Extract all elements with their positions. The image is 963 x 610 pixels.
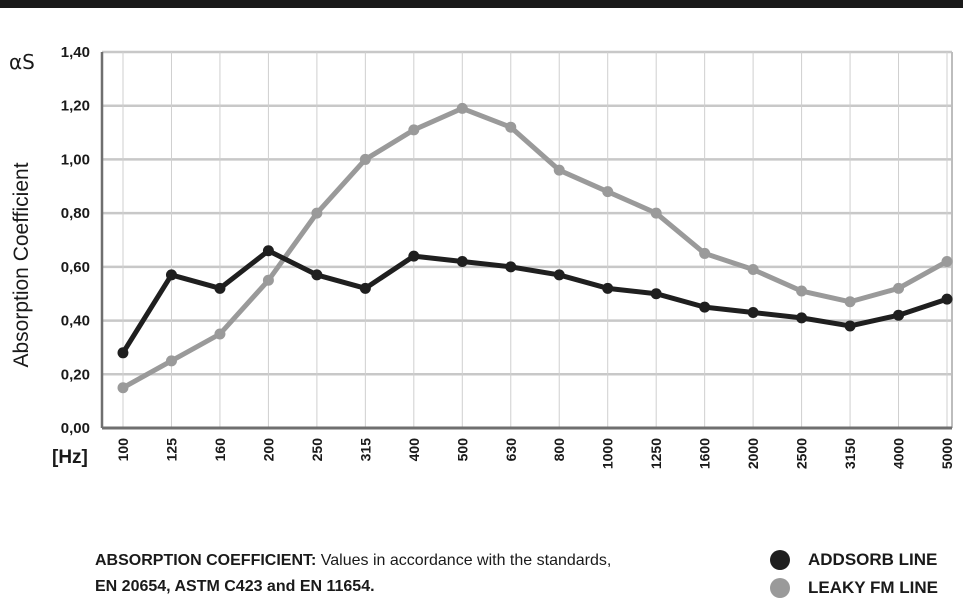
x-tick-label: 400 xyxy=(406,438,422,462)
x-tick-label: 200 xyxy=(260,438,276,462)
legend-label-leaky-fm: LEAKY FM LINE xyxy=(808,578,939,597)
x-tick-label: 1250 xyxy=(648,438,664,469)
series xyxy=(117,102,953,394)
data-point-leaky-fm-line xyxy=(747,264,759,276)
legend-item-addsorb: ADDSORB LINE xyxy=(770,546,960,574)
x-tick-label: 2500 xyxy=(794,438,810,469)
x-tick-label: 160 xyxy=(212,438,228,462)
data-point-addsorb-line xyxy=(941,293,953,305)
data-point-leaky-fm-line xyxy=(796,285,808,297)
x-unit-label: [Hz] xyxy=(52,447,88,468)
data-point-leaky-fm-line xyxy=(165,355,177,367)
y-tick-label: 0,60 xyxy=(61,259,90,276)
data-point-addsorb-line xyxy=(747,307,759,319)
data-point-leaky-fm-line xyxy=(408,124,420,136)
x-tick-label: 315 xyxy=(357,438,373,462)
data-point-leaky-fm-line xyxy=(505,121,517,133)
footnote-title: ABSORPTION COEFFICIENT: xyxy=(95,552,317,569)
data-point-addsorb-line xyxy=(117,347,129,359)
x-tick-label: 2000 xyxy=(745,438,761,469)
footnote-line-1: ABSORPTION COEFFICIENT: Values in accord… xyxy=(95,548,695,574)
x-tick-label: 1000 xyxy=(600,438,616,469)
footnote-text: Values in accordance with the standards, xyxy=(316,552,612,569)
y-tick-label: 1,20 xyxy=(61,98,90,115)
legend-label-addsorb: ADDSORB LINE xyxy=(808,550,938,569)
data-point-leaky-fm-line xyxy=(602,186,614,198)
y-axis-symbol: αS xyxy=(9,50,35,74)
legend-item-leaky-fm: LEAKY FM LINE xyxy=(770,574,960,602)
legend-marker-addsorb xyxy=(770,550,790,570)
legend: ADDSORB LINE LEAKY FM LINE xyxy=(770,546,960,602)
grid xyxy=(102,50,952,428)
x-tick-label: 100 xyxy=(115,438,131,462)
data-point-addsorb-line xyxy=(262,245,274,257)
data-point-leaky-fm-line xyxy=(650,207,662,219)
data-point-leaky-fm-line xyxy=(117,382,129,394)
data-point-addsorb-line xyxy=(650,288,662,300)
absorption-chart: 0,00 0,20 0,40 0,60 0,80 1,00 1,20 1,40 100 125 16… xyxy=(9,44,955,469)
data-point-leaky-fm-line xyxy=(262,274,274,286)
data-point-addsorb-line xyxy=(311,269,323,281)
data-point-leaky-fm-line xyxy=(893,282,905,294)
x-tick-label: 4000 xyxy=(891,438,907,469)
data-point-leaky-fm-line xyxy=(311,207,323,219)
series-line-addsorb-line xyxy=(120,248,950,356)
data-point-addsorb-line xyxy=(165,269,177,281)
axes xyxy=(100,52,953,430)
data-point-leaky-fm-line xyxy=(359,153,371,165)
x-tick-label: 500 xyxy=(454,438,470,462)
y-tick-label: 0,00 xyxy=(61,420,90,437)
data-point-addsorb-line xyxy=(553,269,565,281)
y-tick-label: 0,20 xyxy=(61,366,90,383)
y-tick-label: 1,40 xyxy=(61,44,90,61)
data-point-addsorb-line xyxy=(505,261,517,273)
legend-marker-leaky-fm xyxy=(770,578,790,598)
data-point-addsorb-line xyxy=(214,282,226,294)
data-point-addsorb-line xyxy=(456,255,468,267)
x-tick-label: 5000 xyxy=(939,438,955,469)
data-point-addsorb-line xyxy=(893,309,905,321)
x-tick-label: 630 xyxy=(503,438,519,462)
y-tick-label: 1,00 xyxy=(61,151,90,168)
data-point-leaky-fm-line xyxy=(699,247,711,259)
top-rule xyxy=(0,0,963,8)
data-point-leaky-fm-line xyxy=(456,102,468,114)
data-point-leaky-fm-line xyxy=(214,328,226,340)
data-point-leaky-fm-line xyxy=(844,296,856,308)
data-point-addsorb-line xyxy=(699,301,711,313)
x-tick-label: 1600 xyxy=(697,438,713,469)
footnote-standards: EN 20654, ASTM C423 and EN 11654. xyxy=(95,578,375,595)
data-point-addsorb-line xyxy=(796,312,808,324)
y-tick-label: 0,40 xyxy=(61,313,90,330)
data-point-addsorb-line xyxy=(602,282,614,294)
data-point-addsorb-line xyxy=(359,282,371,294)
x-tick-label: 3150 xyxy=(842,438,858,469)
data-point-addsorb-line xyxy=(408,250,420,262)
footnote: ABSORPTION COEFFICIENT: Values in accord… xyxy=(95,548,695,600)
x-tick-label: 800 xyxy=(551,438,567,462)
y-tick-label: 0,80 xyxy=(61,205,90,222)
data-point-leaky-fm-line xyxy=(941,255,953,267)
x-tick-label: 125 xyxy=(163,438,179,462)
x-tick-label: 250 xyxy=(309,438,325,462)
data-point-leaky-fm-line xyxy=(553,164,565,176)
y-axis-label: Absorption Coefficient xyxy=(10,162,33,367)
series-line-leaky-fm-line xyxy=(120,105,950,391)
labels: 0,00 0,20 0,40 0,60 0,80 1,00 1,20 1,40 100 125 16… xyxy=(9,44,955,469)
data-point-addsorb-line xyxy=(844,320,856,332)
